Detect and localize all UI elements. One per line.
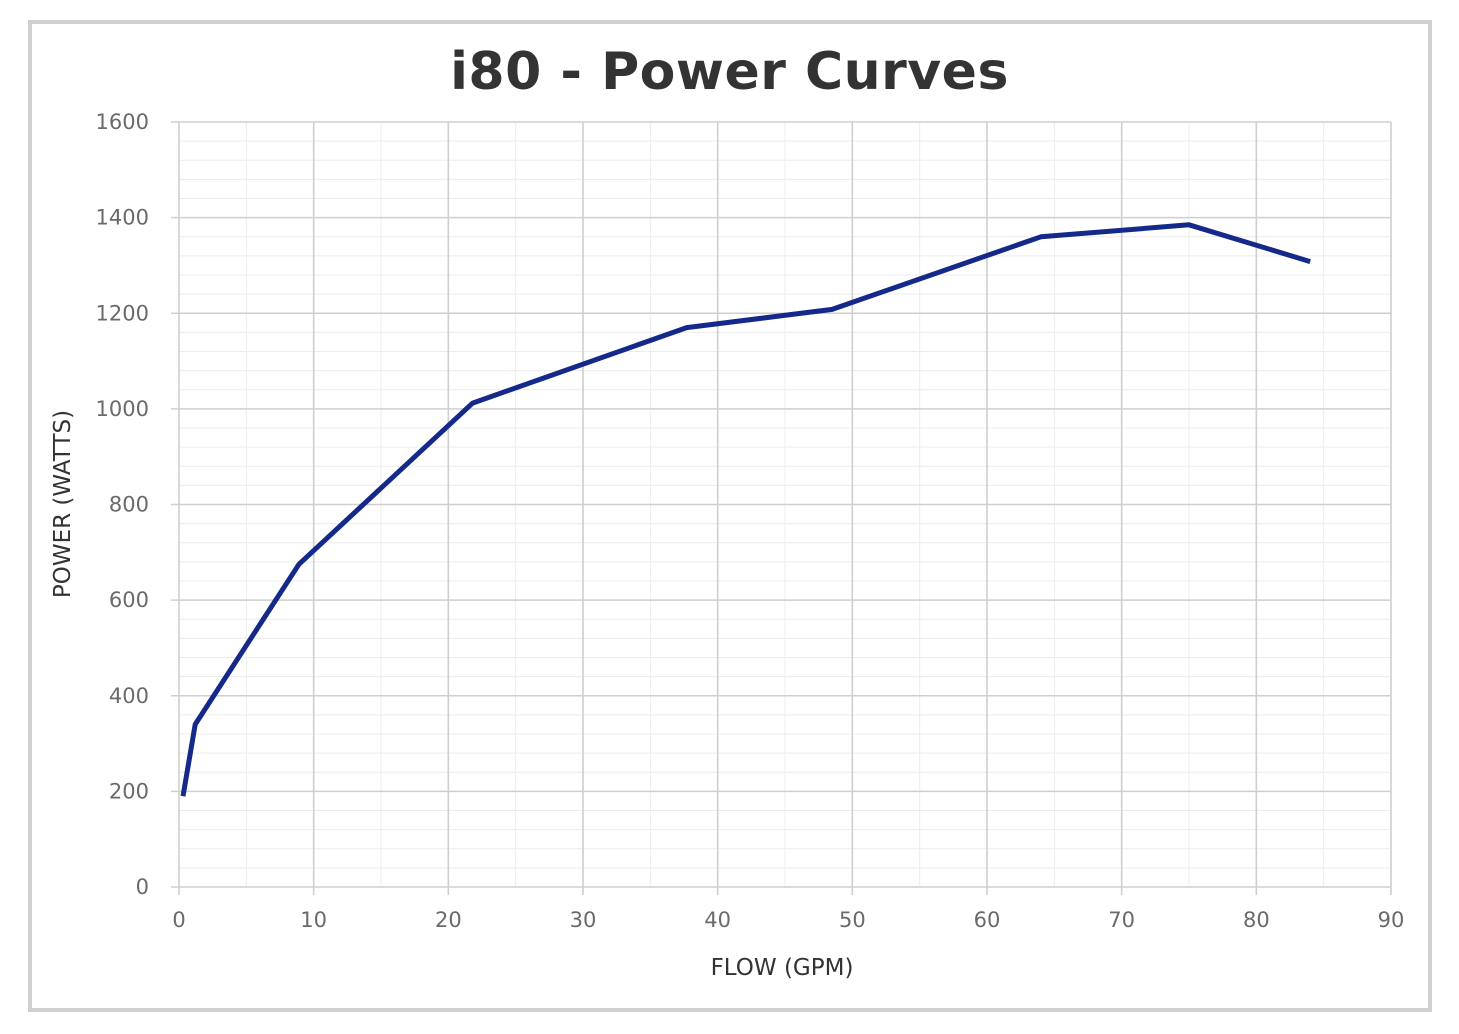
y-tick-label: 1400	[96, 206, 149, 230]
x-tick-label: 90	[1378, 908, 1405, 932]
y-tick-label: 400	[109, 684, 149, 708]
x-tick-label: 20	[435, 908, 462, 932]
y-tick-label: 600	[109, 588, 149, 612]
x-tick-label: 40	[704, 908, 731, 932]
x-tick-label: 80	[1243, 908, 1270, 932]
y-tick-label: 800	[109, 493, 149, 517]
x-tick-label: 10	[300, 908, 327, 932]
y-tick-labels: 0 200 400 600 800 1000 1200 1400 1600	[96, 110, 149, 899]
y-tick-label: 1200	[96, 301, 149, 325]
major-grid	[171, 121, 1392, 895]
x-tick-label: 50	[839, 908, 866, 932]
x-tick-labels: 0 10 20 30 40 50 60 70 80 90	[172, 908, 1404, 932]
y-tick-label: 1600	[96, 110, 149, 134]
chart-title: i80 - Power Curves	[450, 42, 1009, 102]
x-tick-label: 60	[974, 908, 1001, 932]
chart-frame	[28, 20, 1432, 1012]
x-tick-label: 30	[570, 908, 597, 932]
y-axis-title: POWER (WATTS)	[50, 410, 76, 598]
x-tick-label: 0	[172, 908, 185, 932]
series-layer	[180, 222, 1311, 797]
y-tick-label: 1000	[96, 397, 149, 421]
y-tick-label: 200	[109, 779, 149, 803]
x-axis-title: FLOW (GPM)	[711, 955, 854, 981]
x-tick-label: 70	[1108, 908, 1135, 932]
series-line	[180, 222, 1311, 797]
y-tick-label: 0	[136, 875, 149, 899]
